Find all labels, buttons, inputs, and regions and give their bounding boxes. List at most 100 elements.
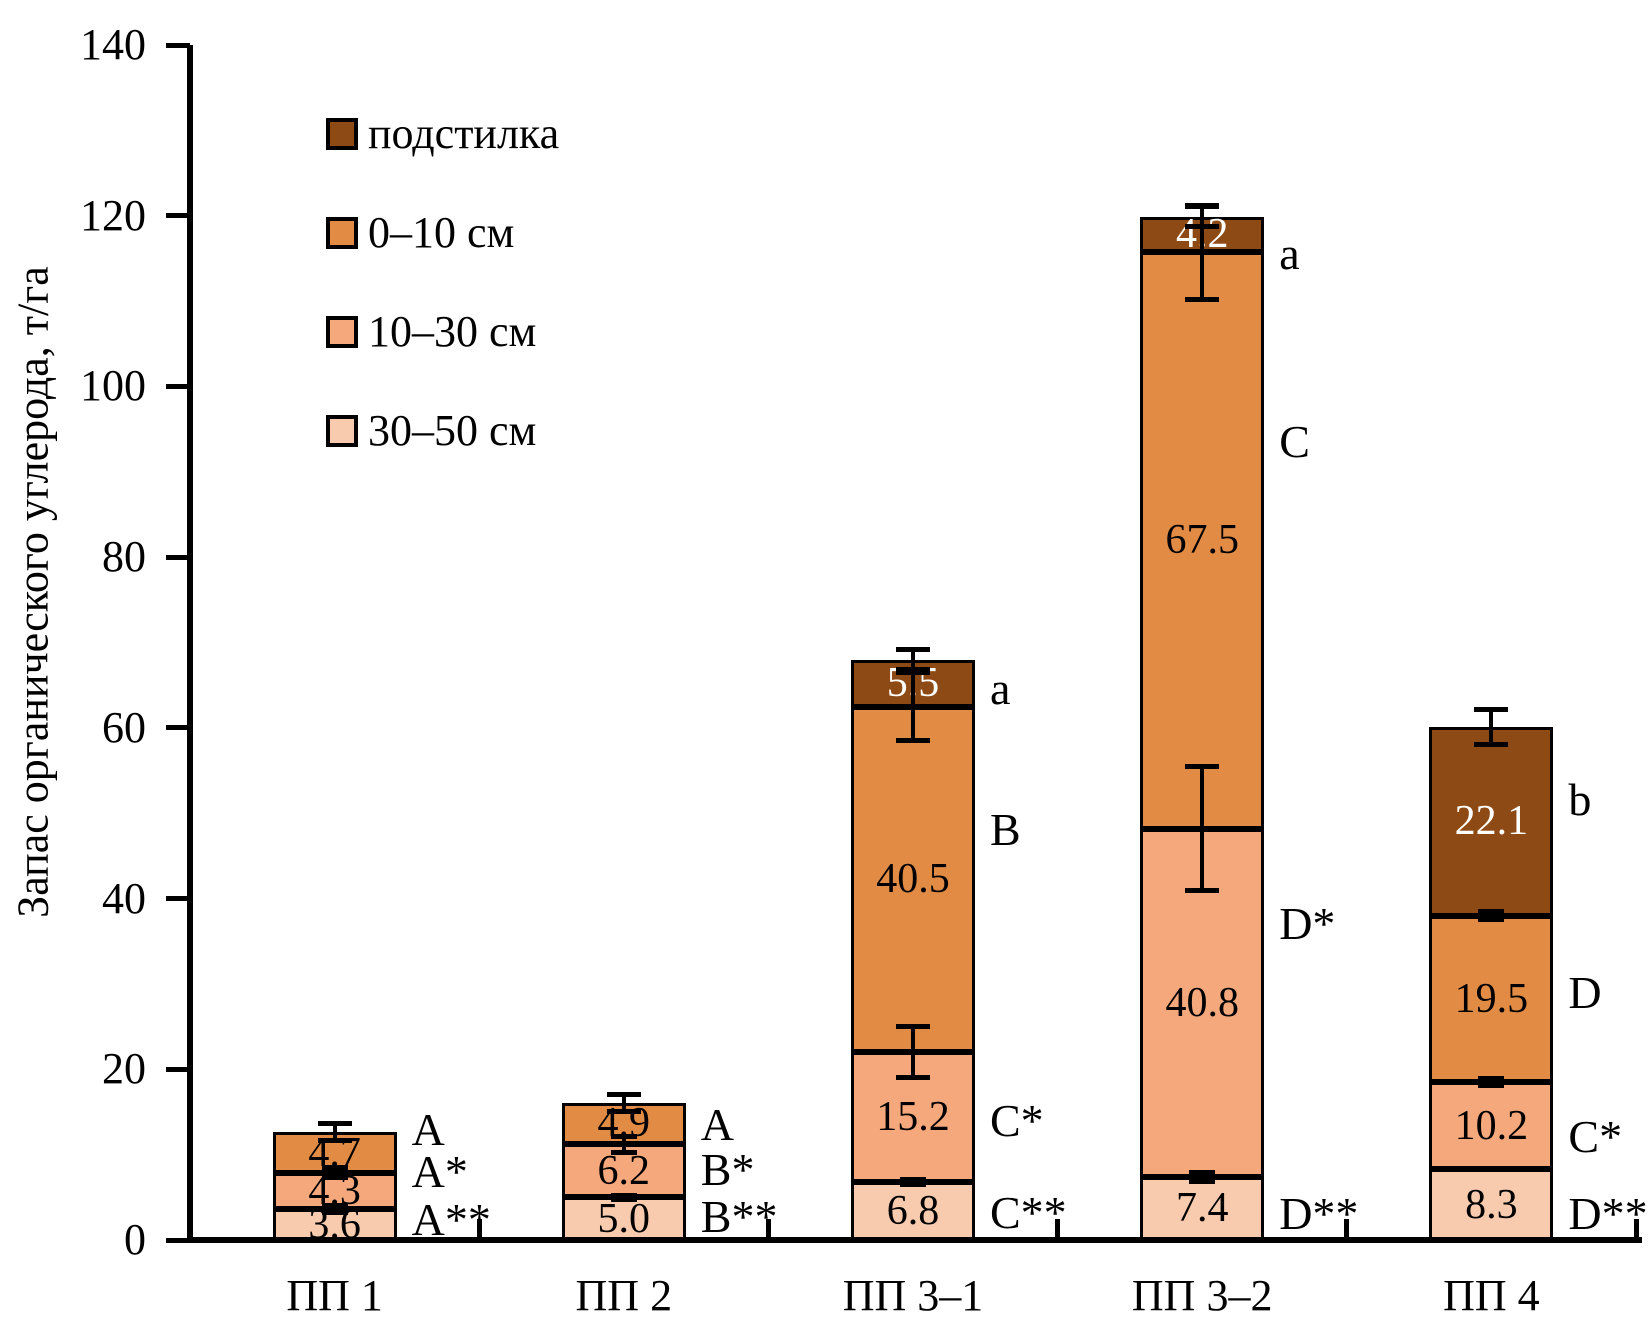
error-bar (1489, 911, 1494, 920)
x-tick (765, 1219, 771, 1237)
bar-segment: 19.5 (1429, 915, 1554, 1083)
error-bar-cap (1185, 296, 1220, 302)
legend-item: 10–30 см (326, 282, 559, 381)
legend: подстилка 0–10 см 10–30 см 30–50 см (326, 84, 559, 480)
error-bar (332, 1123, 337, 1141)
x-axis-line (187, 1237, 1642, 1243)
error-bar-cap (610, 1192, 637, 1198)
y-tick-label: 140 (80, 20, 146, 69)
error-bar-cap (610, 1196, 637, 1202)
error-bar-cap (896, 1075, 930, 1081)
significance-label: C* (1568, 1110, 1623, 1162)
y-tick (166, 383, 190, 389)
bar-segment: 22.1 (1429, 727, 1554, 916)
significance-label: D (1568, 967, 1602, 1019)
y-tick (166, 725, 190, 731)
legend-label: 0–10 см (368, 208, 515, 257)
significance-label: a (1279, 228, 1300, 280)
error-bar-cap (900, 1176, 926, 1182)
legend-label: подстилка (368, 109, 560, 158)
significance-label: b (1568, 774, 1592, 826)
x-tick (1344, 1219, 1350, 1237)
error-bar (1200, 205, 1205, 300)
error-bar-cap (1185, 203, 1220, 209)
error-bar-cap (1189, 1178, 1216, 1184)
error-bar-cap (606, 1091, 641, 1097)
error-bar-cap (1185, 224, 1220, 230)
y-tick-label: 40 (102, 873, 146, 923)
segment-value-label: 19.5 (1454, 975, 1529, 1022)
error-bar-cap (321, 1164, 348, 1170)
error-bar (1200, 1172, 1205, 1182)
significance-label: A (700, 1098, 735, 1150)
error-bar (621, 1136, 626, 1153)
bar-segment: 67.5 (1140, 252, 1265, 829)
error-bar-cap (610, 1134, 637, 1140)
x-category-label: ПП 1 (286, 1271, 383, 1320)
legend-label: 10–30 см (368, 307, 537, 356)
segment-value-label: 6.8 (886, 1187, 940, 1234)
significance-label: a (990, 662, 1011, 714)
error-bar-cap (900, 1182, 926, 1188)
y-tick-label: 120 (80, 190, 146, 240)
legend-label: 30–50 см (368, 406, 537, 455)
error-bar (911, 649, 915, 670)
error-bar-cap (1478, 908, 1505, 914)
x-tick (1633, 1219, 1639, 1237)
error-bar-cap (610, 1149, 637, 1155)
legend-swatch (326, 117, 358, 150)
error-bar-cap (321, 1175, 348, 1181)
error-bar-cap (1478, 1076, 1505, 1082)
segment-value-label: 5.0 (597, 1195, 651, 1242)
error-bar-cap (321, 1203, 348, 1209)
error-bar-cap (317, 1138, 352, 1144)
y-tick (166, 896, 190, 902)
y-tick (166, 42, 190, 48)
error-bar-cap (896, 1024, 930, 1030)
error-bar (911, 1179, 915, 1185)
significance-label: B** (700, 1190, 778, 1242)
error-bar-cap (896, 646, 930, 652)
significance-label: C** (990, 1186, 1067, 1238)
segment-value-label: 15.2 (876, 1094, 950, 1141)
error-bar-cap (1185, 888, 1220, 894)
significance-label: C* (990, 1094, 1044, 1146)
bar-segment: 8.3 (1429, 1169, 1554, 1240)
significance-label: D* (1279, 898, 1336, 950)
segment-value-label: 67.5 (1165, 517, 1239, 564)
segment-value-label: 7.4 (1175, 1185, 1229, 1232)
legend-swatch (326, 315, 358, 348)
segment-value-label: 6.2 (597, 1147, 651, 1194)
significance-label: B (990, 804, 1021, 856)
error-bar-cap (1189, 1170, 1216, 1176)
bar-segment: 40.5 (851, 706, 975, 1053)
significance-label: C (1279, 415, 1310, 467)
y-tick (166, 1237, 190, 1243)
error-bar-cap (317, 1121, 352, 1127)
y-tick (166, 1066, 190, 1072)
y-tick (166, 213, 190, 219)
error-bar-cap (321, 1210, 348, 1216)
error-bar-cap (896, 669, 930, 675)
error-bar (1200, 766, 1205, 891)
x-tick (1055, 1219, 1061, 1237)
segment-value-label: 40.5 (876, 856, 950, 903)
error-bar-cap (1185, 763, 1220, 769)
x-tick (476, 1219, 482, 1237)
error-bar-cap (1474, 707, 1509, 713)
bar-segment: 6.8 (851, 1181, 975, 1240)
bar-segment: 10.2 (1429, 1082, 1554, 1170)
x-category-label: ПП 3–1 (842, 1271, 984, 1320)
error-bar-cap (1478, 1083, 1505, 1088)
error-bar-cap (606, 1108, 641, 1114)
significance-label: D** (1568, 1188, 1648, 1240)
significance-label: A (411, 1103, 445, 1155)
segment-value-label: 22.1 (1454, 798, 1529, 845)
significance-label: A* (411, 1145, 468, 1197)
error-bar (332, 1205, 337, 1213)
bar-segment: 5.0 (561, 1195, 686, 1242)
error-bar (332, 1167, 337, 1178)
legend-item: 30–50 см (326, 381, 559, 480)
y-tick (166, 554, 190, 560)
